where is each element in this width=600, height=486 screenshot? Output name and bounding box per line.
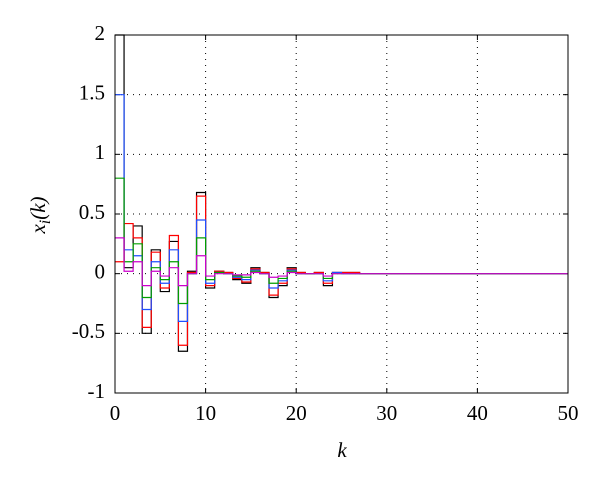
y-tick-label: 1.5: [79, 80, 105, 104]
y-tick-label: 1: [95, 140, 106, 164]
y-axis-label: xi(k): [26, 196, 54, 234]
y-tick-label: 2: [95, 21, 106, 45]
x-tick-label: 40: [467, 401, 488, 425]
series-line: [115, 94, 568, 322]
y-tick-label: 0.5: [79, 200, 105, 224]
y-label-arg: (k): [26, 196, 50, 219]
series-line: [115, 177, 568, 305]
x-tick-label: 30: [376, 401, 397, 425]
y-tick-label: -0.5: [72, 319, 105, 343]
x-tick-label: 20: [286, 401, 307, 425]
series-line: [115, 195, 568, 346]
x-tick-label: 50: [558, 401, 579, 425]
y-tick-label: -1: [88, 379, 106, 403]
series-line: [115, 237, 568, 287]
x-axis-label: k: [337, 438, 347, 462]
plot-frame: [114, 34, 569, 394]
y-label-sub: i: [37, 220, 54, 224]
x-tick-label: 0: [110, 401, 121, 425]
y-tick-label: 0: [95, 259, 106, 283]
x-tick-label: 10: [195, 401, 216, 425]
y-label-x: x: [26, 224, 50, 235]
